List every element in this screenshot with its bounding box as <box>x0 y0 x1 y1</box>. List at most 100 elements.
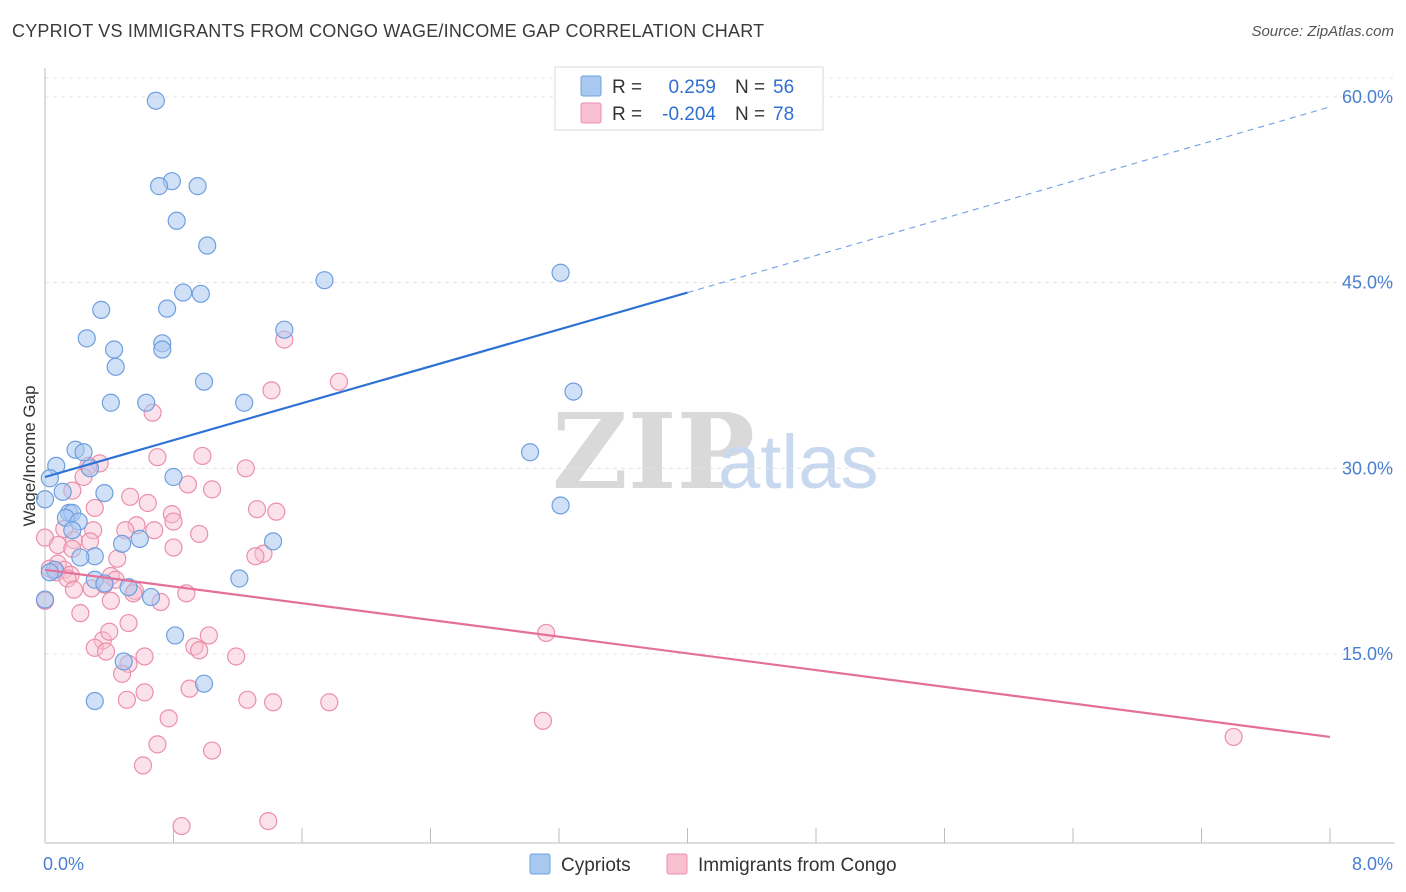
congo-point <box>329 372 349 391</box>
cypriots-point <box>40 469 59 488</box>
bottom-legend-label-cypriots: Cypriots <box>561 855 631 876</box>
y-tick-label: 60.0% <box>1342 87 1393 107</box>
cypriots-point <box>119 578 138 597</box>
congo-point <box>138 493 157 513</box>
congo-point <box>172 816 191 836</box>
cypriots-point <box>194 372 214 391</box>
cypriots-point <box>35 490 55 509</box>
cypriots-point <box>153 340 172 359</box>
x-tick-label: 8.0% <box>1352 854 1393 874</box>
y-tick-label: 15.0% <box>1342 644 1393 664</box>
y-tick-label: 45.0% <box>1342 273 1393 293</box>
cypriots-point <box>141 587 161 607</box>
congo-point <box>164 512 183 531</box>
congo-point <box>148 448 167 467</box>
congo-point <box>537 623 556 643</box>
cypriots-point <box>520 443 540 462</box>
bottom-legend-swatch-congo <box>666 853 688 875</box>
cypriots-point <box>114 652 133 671</box>
congo-point <box>159 709 178 728</box>
cypriots-point <box>130 529 149 548</box>
series-cypriots-points <box>35 91 583 711</box>
legend-swatch-cypriots <box>580 75 602 97</box>
cypriots-point <box>315 271 334 290</box>
cypriots-point <box>63 521 82 540</box>
congo-point <box>202 480 222 499</box>
legend-n-label-cypriots: N = <box>735 77 765 98</box>
congo-trend-line <box>44 568 1331 739</box>
congo-point <box>117 690 137 709</box>
cypriots-point <box>551 496 570 515</box>
congo-point <box>193 446 212 466</box>
congo-point <box>162 505 181 524</box>
cypriots-point <box>80 459 100 478</box>
legend-r-value-congo: -0.204 <box>662 104 716 125</box>
congo-point <box>190 641 209 660</box>
cypriots-point <box>198 236 217 255</box>
legend-n-value-congo: 78 <box>773 104 794 125</box>
cypriots-trend-extension <box>687 106 1331 294</box>
congo-point <box>121 487 140 506</box>
congo-point <box>247 500 267 519</box>
cypriots-point <box>106 357 125 376</box>
bottom-legend-swatch-cypriots <box>529 853 551 875</box>
congo-point <box>100 622 119 641</box>
source-label: Source: ZipAtlas.com <box>1251 23 1394 40</box>
congo-point <box>135 683 154 702</box>
y-tick-label: 30.0% <box>1342 458 1393 478</box>
cypriots-point <box>191 284 210 303</box>
congo-point <box>133 756 153 775</box>
cypriots-point <box>188 177 207 196</box>
congo-point <box>227 647 246 666</box>
x-axis-ticks: 0.0% 8.0% <box>43 828 1393 874</box>
congo-point <box>262 381 281 400</box>
cypriots-point <box>137 393 156 412</box>
congo-point <box>246 547 265 566</box>
congo-point <box>148 735 167 754</box>
cypriots-point <box>230 569 249 588</box>
cypriots-point <box>101 393 120 412</box>
cypriots-point <box>166 626 185 645</box>
cypriots-point <box>194 674 214 693</box>
cypriots-point <box>149 177 169 196</box>
x-tick-label: 0.0% <box>43 854 84 874</box>
legend-swatch-congo <box>580 102 602 124</box>
cypriots-point <box>35 590 55 609</box>
cypriots-point <box>95 483 114 503</box>
series-congo-points <box>35 330 1243 836</box>
cypriots-point <box>85 691 104 711</box>
congo-point <box>85 638 104 657</box>
congo-point <box>1224 727 1243 747</box>
congo-point <box>48 535 67 555</box>
congo-point <box>190 524 209 544</box>
cypriots-point <box>53 482 72 501</box>
cypriots-point <box>164 467 183 487</box>
watermark: ZIP atlas <box>552 390 879 513</box>
congo-point <box>320 693 339 712</box>
chart-title: CYPRIOT VS IMMIGRANTS FROM CONGO WAGE/IN… <box>12 21 765 41</box>
cypriots-point <box>112 534 132 553</box>
gridlines <box>45 77 1395 655</box>
legend-n-value-cypriots: 56 <box>773 77 794 98</box>
watermark-zip: ZIP <box>552 390 755 513</box>
cypriots-point <box>77 329 96 348</box>
congo-point <box>202 741 222 760</box>
cypriots-point <box>564 382 583 401</box>
legend-r-label-cypriots: R = <box>612 77 642 98</box>
congo-point <box>71 604 90 623</box>
legend-n-label-congo: N = <box>735 104 765 125</box>
cypriots-point <box>146 91 165 110</box>
cypriots-point <box>551 263 570 282</box>
congo-point <box>84 521 103 540</box>
legend: R = 0.259 N = 56 R = -0.204 N = 78 <box>554 66 824 131</box>
cypriots-point <box>157 299 177 318</box>
cypriots-point <box>104 340 124 359</box>
cypriots-point <box>263 532 283 551</box>
congo-point <box>96 642 116 661</box>
congo-point <box>533 711 553 730</box>
cypriots-point <box>275 320 294 339</box>
congo-point <box>263 693 283 712</box>
congo-point <box>85 498 104 518</box>
congo-point <box>178 475 198 494</box>
